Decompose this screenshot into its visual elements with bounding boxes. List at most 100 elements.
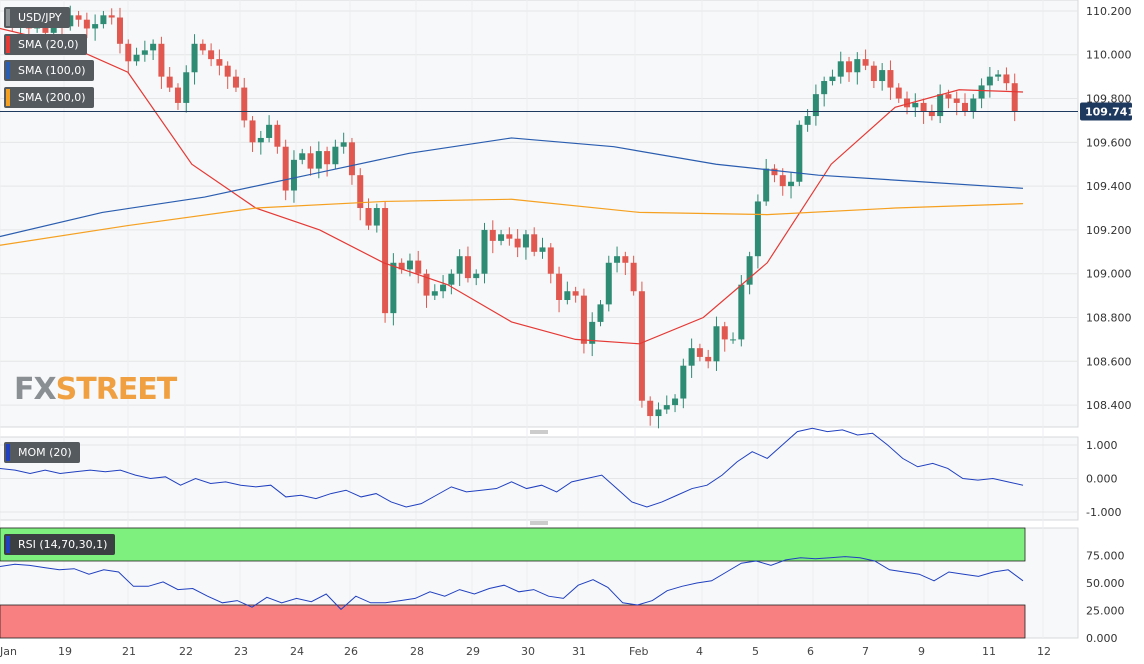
legend-sma20[interactable]: SMA (20,0) <box>4 34 87 55</box>
candle-body[interactable] <box>928 111 935 117</box>
candle-body[interactable] <box>75 15 82 20</box>
candle-body[interactable] <box>307 153 314 169</box>
candle-body[interactable] <box>199 43 206 51</box>
candle-body[interactable] <box>83 19 90 29</box>
candle-body[interactable] <box>257 137 264 143</box>
candle-body[interactable] <box>415 260 422 274</box>
candle-body[interactable] <box>688 348 695 366</box>
candle-body[interactable] <box>788 181 795 187</box>
legend-rsi[interactable]: RSI (14,70,30,1) <box>4 534 116 555</box>
candle-body[interactable] <box>365 208 372 226</box>
candle-body[interactable] <box>771 168 778 176</box>
candle-body[interactable] <box>812 94 819 117</box>
candle-body[interactable] <box>357 175 364 209</box>
candle-body[interactable] <box>978 85 985 99</box>
candle-body[interactable] <box>274 124 281 147</box>
candle-body[interactable] <box>133 54 140 62</box>
candle-body[interactable] <box>862 59 869 66</box>
candle-body[interactable] <box>423 273 430 296</box>
candle-body[interactable] <box>431 291 438 296</box>
candle-body[interactable] <box>547 247 554 274</box>
candle-body[interactable] <box>141 50 148 55</box>
candle-body[interactable] <box>796 124 803 182</box>
candle-body[interactable] <box>837 61 844 77</box>
candle-body[interactable] <box>481 229 488 274</box>
candle-body[interactable] <box>705 356 712 362</box>
candle-body[interactable] <box>373 208 380 226</box>
candle-body[interactable] <box>191 43 198 73</box>
candle-body[interactable] <box>464 256 471 279</box>
candle-body[interactable] <box>580 295 587 344</box>
candle-body[interactable] <box>804 116 811 125</box>
candle-body[interactable] <box>489 229 496 241</box>
legend-sma100[interactable]: SMA (100,0) <box>4 60 94 81</box>
candle-body[interactable] <box>605 262 612 305</box>
candle-body[interactable] <box>266 124 273 138</box>
candle-body[interactable] <box>299 153 306 160</box>
candle-body[interactable] <box>92 24 99 29</box>
candle-body[interactable] <box>713 326 720 362</box>
candle-body[interactable] <box>456 256 463 274</box>
legend-sma200[interactable]: SMA (200,0) <box>4 87 94 108</box>
candle-body[interactable] <box>232 76 239 88</box>
candle-body[interactable] <box>663 405 670 410</box>
candle-body[interactable] <box>854 59 861 73</box>
candle-body[interactable] <box>282 146 289 191</box>
candle-body[interactable] <box>655 409 662 417</box>
candle-body[interactable] <box>721 326 728 340</box>
candle-body[interactable] <box>398 262 405 270</box>
candle-body[interactable] <box>895 87 902 99</box>
candle-body[interactable] <box>108 15 115 18</box>
candle-body[interactable] <box>158 43 165 77</box>
candle-body[interactable] <box>216 59 223 66</box>
candle-body[interactable] <box>340 142 347 147</box>
candle-body[interactable] <box>556 273 563 300</box>
candle-body[interactable] <box>249 120 256 143</box>
candle-body[interactable] <box>953 98 960 103</box>
candle-body[interactable] <box>945 94 952 99</box>
candle-body[interactable] <box>962 102 969 112</box>
candle-body[interactable] <box>589 321 596 344</box>
candle-body[interactable] <box>597 304 604 322</box>
candle-body[interactable] <box>779 175 786 187</box>
candle-body[interactable] <box>116 17 123 44</box>
candle-body[interactable] <box>829 76 836 82</box>
candle-body[interactable] <box>630 262 637 292</box>
candle-body[interactable] <box>763 168 770 202</box>
candle-body[interactable] <box>100 15 107 25</box>
candle-body[interactable] <box>696 348 703 357</box>
candle-body[interactable] <box>324 151 331 165</box>
candle-body[interactable] <box>672 398 679 406</box>
candle-body[interactable] <box>937 94 944 117</box>
candle-body[interactable] <box>241 87 248 121</box>
candle-body[interactable] <box>531 234 538 252</box>
candle-body[interactable] <box>332 146 339 165</box>
candle-body[interactable] <box>174 87 181 103</box>
candle-body[interactable] <box>746 256 753 285</box>
candle-body[interactable] <box>208 50 215 60</box>
candle-body[interactable] <box>448 273 455 285</box>
candle-body[interactable] <box>887 70 894 88</box>
candle-body[interactable] <box>166 76 173 88</box>
candle-body[interactable] <box>498 234 505 241</box>
candle-body[interactable] <box>1003 74 1010 84</box>
candle-body[interactable] <box>572 291 579 296</box>
candle-body[interactable] <box>473 273 480 279</box>
candle-body[interactable] <box>390 262 397 314</box>
candle-body[interactable] <box>614 256 621 263</box>
candle-body[interactable] <box>1011 83 1018 112</box>
candle-body[interactable] <box>290 159 297 191</box>
candle-body[interactable] <box>150 43 157 51</box>
candle-body[interactable] <box>986 76 993 86</box>
candle-body[interactable] <box>920 102 927 112</box>
candle-body[interactable] <box>622 256 629 263</box>
candle-body[interactable] <box>680 365 687 399</box>
candle-body[interactable] <box>406 260 413 270</box>
candle-body[interactable] <box>879 70 886 82</box>
candle-body[interactable] <box>870 65 877 82</box>
candle-body[interactable] <box>730 339 737 341</box>
candle-body[interactable] <box>67 15 74 27</box>
candle-body[interactable] <box>382 208 389 314</box>
candle-body[interactable] <box>821 81 828 95</box>
